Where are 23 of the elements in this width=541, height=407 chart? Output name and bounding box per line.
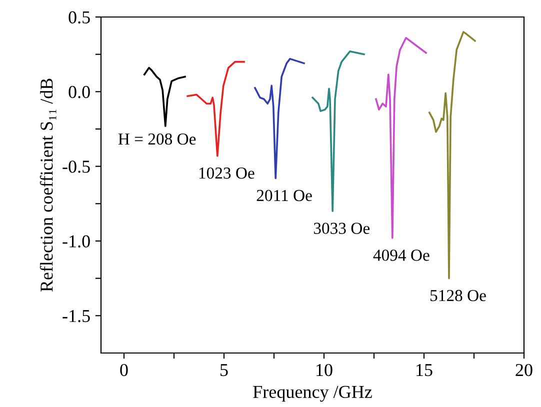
- line-series: [428, 31, 476, 280]
- series-label: 3033 Oe: [314, 222, 370, 234]
- y-tick-label: -0.5: [62, 160, 90, 173]
- x-axis-title: Frequency /GHz: [253, 386, 372, 402]
- line-series: [375, 37, 427, 239]
- y-tick-label: -1.0: [62, 235, 90, 248]
- x-tick-label: 20: [516, 364, 532, 376]
- x-tick-label: 0: [120, 364, 128, 376]
- series-label: H = 208 Oe: [118, 133, 196, 145]
- series-label: 4094 Oe: [373, 250, 430, 261]
- line-series: [143, 66, 186, 127]
- series-label: 1023 Oe: [199, 167, 254, 179]
- series-label: 5128 Oe: [430, 290, 486, 302]
- line-series: [312, 50, 365, 212]
- y-axis-title: Reflection coefficient S₁₁ /dB: [40, 78, 56, 292]
- y-tick-label: -1.5: [62, 310, 90, 322]
- y-tick-label: 0.0: [68, 86, 90, 98]
- y-tick-label: 0.5: [68, 11, 90, 24]
- line-series: [254, 58, 305, 180]
- x-tick-label: 10: [316, 364, 332, 376]
- x-tick-label: 5: [220, 364, 228, 376]
- x-tick-label: 15: [416, 364, 432, 376]
- series-label: 2011 Oe: [256, 190, 312, 202]
